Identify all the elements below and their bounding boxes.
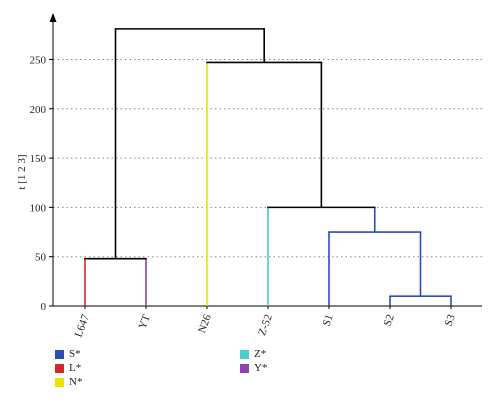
x-tick-label-YT: YT bbox=[137, 313, 153, 331]
y-tick-label-50: 50 bbox=[35, 252, 47, 264]
legend-item-Zstar: Z* bbox=[240, 347, 266, 361]
legend-swatch bbox=[55, 349, 64, 359]
y-tick-label-150: 150 bbox=[30, 153, 47, 165]
axes bbox=[49, 13, 482, 307]
x-tick-label-L647: L647 bbox=[73, 312, 92, 338]
y-tick-label-250: 250 bbox=[30, 54, 47, 66]
x-tick-label-S3: S3 bbox=[443, 312, 458, 327]
y-axis-title: t [1 2 3] bbox=[16, 154, 28, 189]
x-tick-label-N26: N26 bbox=[196, 312, 214, 334]
legend: S* L* N* Z* Y* bbox=[55, 347, 475, 401]
legend-swatch bbox=[55, 377, 64, 387]
y-tick-label-200: 200 bbox=[30, 104, 47, 116]
legend-label: Y* bbox=[254, 362, 268, 374]
y-tick-label-100: 100 bbox=[30, 202, 47, 214]
legend-label: L* bbox=[69, 362, 82, 374]
legend-item-Nstar: N* bbox=[55, 375, 82, 389]
x-tick-labels: L647 YT N26 Z-52 S1 S2 S3 bbox=[73, 306, 458, 339]
legend-item-Lstar: L* bbox=[55, 361, 81, 375]
legend-swatch bbox=[240, 363, 249, 373]
y-tick-labels: 0 50 100 150 200 250 bbox=[30, 54, 53, 313]
dendrogram-links bbox=[84, 28, 452, 306]
legend-label: Z* bbox=[254, 348, 267, 360]
legend-item-Sstar: S* bbox=[55, 347, 81, 361]
x-tick-label-S2: S2 bbox=[382, 313, 397, 328]
legend-label: S* bbox=[69, 348, 81, 360]
y-tick-label-0: 0 bbox=[41, 301, 47, 313]
x-tick-label-S1: S1 bbox=[321, 313, 336, 328]
legend-swatch bbox=[55, 363, 64, 373]
y-axis-arrow bbox=[49, 13, 57, 22]
dendrogram-chart: 0 50 100 150 200 250 L647 YT N26 Z-52 S1 S2 S3 t [1… bbox=[16, 13, 482, 339]
x-tick-label-Z-52: Z-52 bbox=[256, 313, 275, 337]
legend-label: N* bbox=[69, 376, 83, 388]
legend-item-Ystar: Y* bbox=[240, 361, 267, 375]
legend-swatch bbox=[240, 349, 249, 359]
